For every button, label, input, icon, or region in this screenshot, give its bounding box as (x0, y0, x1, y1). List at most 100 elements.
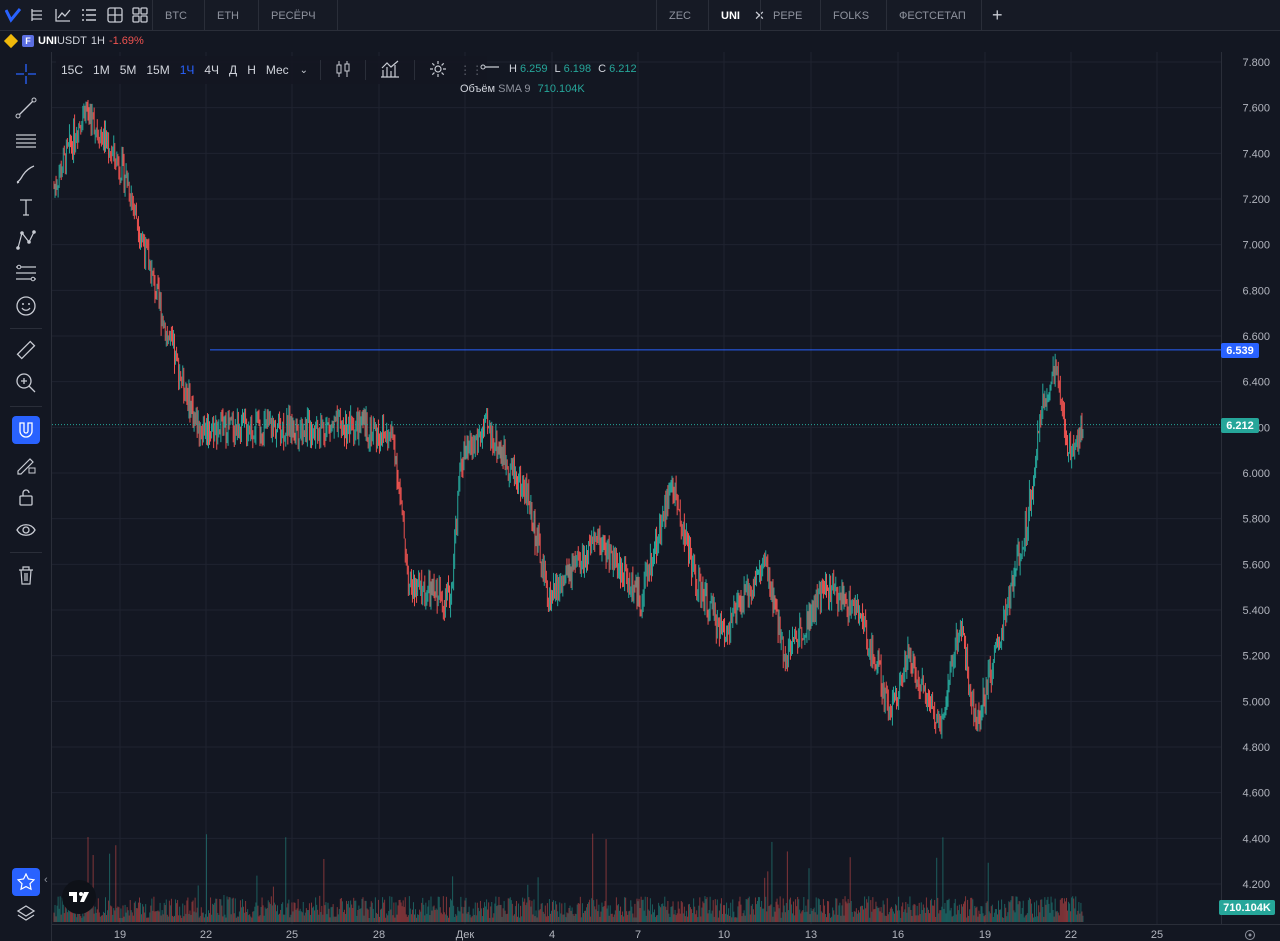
multi-chart-icon[interactable] (131, 6, 149, 24)
tab-festsetap[interactable]: ФЕСТСЕТАП (886, 0, 982, 31)
time-tick-label: 10 (718, 929, 730, 941)
tab-pepe[interactable]: PEPE (760, 0, 820, 31)
interval-d[interactable]: Д (229, 63, 238, 77)
collapse-toolbar-icon[interactable]: ‹ (44, 874, 48, 886)
price-tick-label: 4.400 (1242, 833, 1270, 845)
add-tab-icon[interactable]: + (992, 5, 1003, 25)
fib-icon[interactable] (12, 259, 40, 287)
ohlc-c-value: 6.212 (609, 62, 637, 75)
magnet-icon[interactable] (12, 416, 40, 444)
price-tick-label: 6.800 (1242, 285, 1270, 297)
volume-legend[interactable]: Объём SMA 9 710.104K (460, 83, 585, 95)
star-icon[interactable] (12, 868, 40, 896)
interval-1m[interactable]: 1М (93, 63, 110, 77)
toolbar-divider (10, 406, 42, 407)
emoji-icon[interactable] (12, 292, 40, 320)
ohlc-c-label: C (598, 62, 607, 75)
tradingview-logo[interactable] (62, 880, 96, 914)
price-tick-label: 5.400 (1242, 605, 1270, 617)
time-scale[interactable]: 19 22 25 28 Дек 4 7 10 13 16 19 22 25 (52, 924, 1280, 941)
candles-icon[interactable] (327, 60, 359, 81)
interval-5m[interactable]: 5М (119, 63, 137, 77)
tab-uni[interactable]: UNI ✕ (708, 0, 765, 31)
ohlc-h-label: H (509, 62, 517, 75)
volume-legend-label: Объём (460, 83, 496, 95)
ohlc-h-value: 6.259 (519, 62, 548, 75)
interval-w[interactable]: Н (247, 63, 256, 77)
toolbar-divider (365, 60, 367, 80)
horizontal-lines-icon[interactable] (12, 127, 40, 155)
price-tick-label: 4.800 (1242, 742, 1270, 754)
tab-label: РЕСЁРЧ (271, 9, 316, 22)
line-tool-icon[interactable] (480, 62, 500, 75)
hline-price-tag[interactable]: 6.539 (1221, 343, 1259, 358)
indicators-icon[interactable] (372, 60, 408, 81)
price-tick-label: 5.200 (1242, 651, 1270, 663)
ruler-icon[interactable] (12, 336, 40, 364)
text-icon[interactable] (12, 193, 40, 221)
volume-legend-value: 710.104K (537, 83, 585, 95)
scale-settings-icon[interactable] (1244, 928, 1256, 941)
price-chart[interactable] (52, 52, 1221, 924)
price-tick-label: 6.000 (1242, 468, 1270, 480)
close-icon[interactable]: ✕ (753, 7, 765, 23)
tab-label: FOLKS (833, 9, 870, 22)
ohlc-legend: H 6.259 L 6.198 C 6.212 (480, 62, 637, 75)
eye-icon[interactable] (12, 516, 40, 544)
tab-label: UNI (721, 9, 740, 22)
time-tick-label: 13 (805, 929, 817, 941)
symbol-timeframe: 1H (90, 35, 105, 47)
zoom-icon[interactable] (12, 369, 40, 397)
drag-handle-icon[interactable]: ⋮⋮ (459, 63, 484, 77)
trend-line-icon[interactable] (12, 94, 40, 122)
exchange-icon (3, 33, 19, 49)
price-tick-label: 4.200 (1242, 879, 1270, 891)
time-tick-label: 7 (635, 929, 641, 941)
interval-15s[interactable]: 15С (61, 63, 84, 77)
tab-zec[interactable]: ZEC (656, 0, 708, 31)
price-tick-label: 7.000 (1242, 240, 1270, 252)
interval-month[interactable]: Мес (265, 63, 289, 77)
drawing-toolbar: ‹ (0, 52, 52, 941)
price-scale[interactable]: 7.800 7.600 7.400 7.200 7.000 6.800 6.600 6.400… (1221, 52, 1280, 924)
watchlist-icon[interactable] (80, 6, 98, 24)
list-tree-icon[interactable] (28, 6, 46, 24)
time-tick-label: Дек (456, 929, 475, 941)
price-tick-label: 7.600 (1242, 103, 1270, 115)
lock-icon[interactable] (12, 483, 40, 511)
crosshair-icon[interactable] (12, 60, 40, 88)
volume-legend-indicator: SMA 9 (498, 83, 531, 95)
time-tick-label: 25 (286, 929, 298, 941)
symbol-name[interactable]: UNI (38, 35, 57, 47)
price-tick-label: 4.600 (1242, 788, 1270, 800)
brush-icon[interactable] (12, 160, 40, 188)
tab-label: PEPE (773, 9, 803, 22)
price-tick-label: 5.600 (1242, 559, 1270, 571)
tab-label: ФЕСТСЕТАП (899, 9, 966, 22)
time-tick-label: 22 (200, 929, 212, 941)
pattern-icon[interactable] (12, 226, 40, 254)
layout-grid-icon[interactable] (106, 6, 124, 24)
time-tick-label: 28 (373, 929, 385, 941)
price-tick-label: 7.400 (1242, 148, 1270, 160)
chevron-down-icon[interactable]: ⌄ (299, 64, 309, 76)
tab-folks[interactable]: FOLKS (820, 0, 886, 31)
symbol-suffix: USDT (56, 35, 87, 47)
layers-icon[interactable] (12, 900, 40, 928)
app-logo-icon[interactable] (4, 6, 22, 24)
lock-drawing-icon[interactable] (12, 450, 40, 478)
tab-eth[interactable]: ETH (204, 0, 258, 31)
ohlc-l-label: L (554, 62, 561, 75)
settings-gear-icon[interactable] (421, 60, 455, 81)
interval-15m[interactable]: 15М (146, 63, 170, 77)
price-tick-label: 6.400 (1242, 377, 1270, 389)
tab-research[interactable]: РЕСЁРЧ (258, 0, 338, 31)
ohlc-l-value: 6.198 (563, 62, 592, 75)
chart-line-icon[interactable] (54, 6, 72, 24)
interval-4h[interactable]: 4Ч (204, 63, 220, 77)
price-tick-label: 5.000 (1242, 696, 1270, 708)
tab-label: BTC (165, 9, 187, 22)
tab-btc[interactable]: BTC (152, 0, 204, 31)
trash-icon[interactable] (12, 561, 40, 589)
interval-1h[interactable]: 1Ч (179, 63, 195, 77)
